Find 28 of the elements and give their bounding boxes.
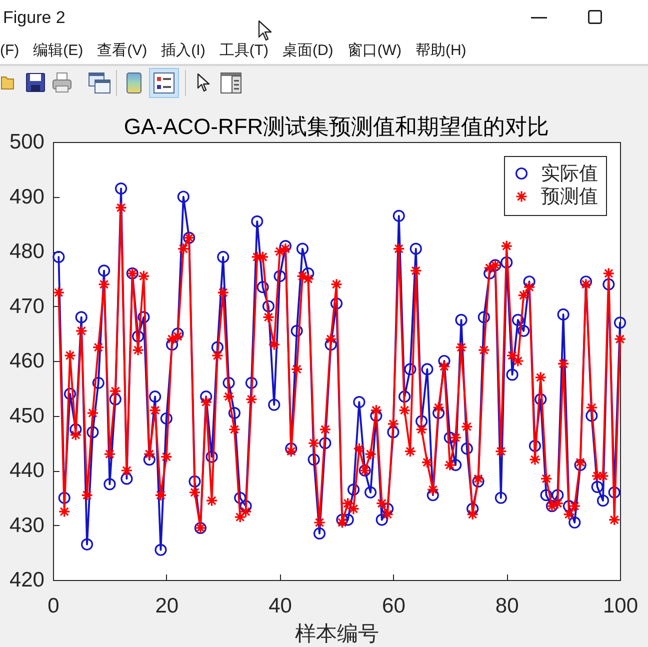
x-tick-label: 20 [155, 594, 179, 618]
caption: Figure 2 [3, 8, 66, 28]
y-tick-label: 420 [9, 568, 44, 592]
y-tick-label: 450 [9, 404, 44, 428]
y-tick-label: 480 [9, 240, 44, 263]
legend-label: 预测值 [541, 186, 598, 208]
text: (F) [0, 42, 20, 59]
y-tick-label: 500 [9, 130, 44, 154]
y-tick-label: 490 [9, 185, 44, 208]
y-tick-label: 440 [9, 459, 44, 482]
x-tick-label: 0 [48, 594, 60, 618]
text: 窗口(W) [347, 42, 402, 59]
x-tick-label: 100 [602, 594, 638, 618]
x-tick-label: 60 [382, 594, 406, 618]
y-tick-label: 470 [9, 294, 44, 318]
text: 编辑(E) [33, 42, 84, 59]
x-tick-label: 40 [268, 594, 292, 618]
text: 帮助(H) [415, 42, 466, 59]
text: 工具(T) [219, 42, 268, 59]
chart-title: GA-ACO-RFR测试集预测值和期望值的对比 [124, 114, 550, 139]
y-tick-label: 430 [9, 514, 44, 537]
text: 查看(V) [97, 42, 148, 59]
legend-label: 实际值 [541, 162, 598, 184]
x-axis-title: 样本编号 [295, 622, 379, 646]
x-tick-label: 80 [495, 594, 519, 618]
text: 桌面(D) [282, 42, 334, 59]
text: 插入(I) [161, 42, 206, 59]
y-tick-label: 460 [9, 350, 44, 372]
